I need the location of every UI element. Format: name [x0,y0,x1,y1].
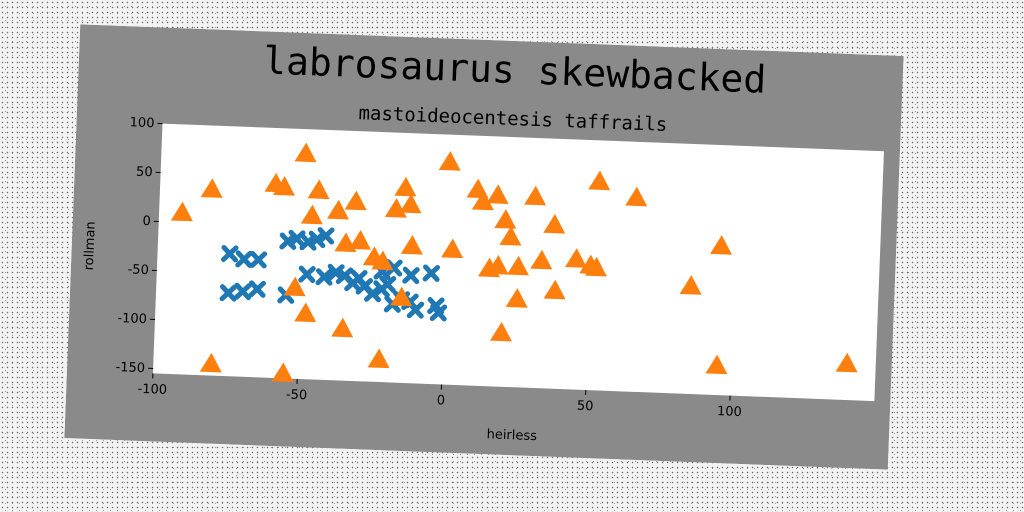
triangle-marker-point [367,348,390,369]
triangle-marker-point [835,352,858,373]
y-tick-label: -50 [127,262,149,278]
triangle-marker-point [710,235,733,255]
x-tick-label: 0 [436,393,445,408]
triangle-marker-point [307,179,330,200]
triangle-marker-point [486,254,509,275]
x-tick-label: -50 [286,388,308,404]
triangle-marker-point [199,352,222,373]
triangle-marker-point [170,201,193,222]
triangle-marker-point [506,255,529,276]
x-tick-label: 50 [577,399,594,415]
triangle-marker-point [331,317,354,338]
x-tick-label: -100 [137,382,167,398]
x-marker-point [364,284,382,303]
triangle-marker-point [200,178,223,198]
triangle-marker-point [625,186,648,207]
triangle-marker-point [283,276,306,297]
triangle-marker-point [438,151,461,171]
x-marker-point [248,280,267,298]
x-axis-label: heirless [486,427,537,444]
x-marker-point [235,250,253,268]
triangle-marker-point [300,204,323,225]
triangle-marker-point [499,226,522,246]
triangle-marker-point [441,238,464,259]
triangle-marker-point [584,256,607,277]
chart-figure: labrosaurus skewbacked mastoideocentesis… [64,24,904,470]
x-tick-label: 100 [717,404,742,420]
triangle-marker-point [505,288,528,308]
triangle-marker-point [273,176,296,196]
chart-svg: labrosaurus skewbacked mastoideocentesis… [64,24,904,470]
x-marker-point [221,244,239,263]
y-tick-label: -100 [117,311,147,327]
y-tick-label: 0 [142,214,151,229]
y-axis-ticks: 100 50 0 -50 -100 -150 [115,115,163,376]
x-marker-point [402,266,420,285]
x-marker-point [317,227,335,245]
triangle-marker-point [543,213,566,234]
triangle-marker-point [530,249,553,270]
triangle-marker-point [705,354,728,375]
triangle-marker-point [471,190,494,211]
triangle-marker-point [271,362,294,383]
triangle-marker-point [390,286,413,307]
triangle-marker-point [294,302,317,323]
triangle-marker-point [394,176,417,197]
triangle-marker-point [524,185,547,206]
triangle-marker-point [565,248,588,268]
triangle-marker-point [348,230,371,250]
y-tick-label: 100 [129,115,154,131]
triangle-marker-point [327,199,350,220]
y-tick-label: 50 [136,165,153,181]
triangle-marker-point [400,234,423,255]
triangle-marker-point [486,184,509,204]
x-marker-point [385,259,403,277]
triangle-marker-point [384,198,407,218]
triangle-marker-point [679,275,702,295]
x-axis-ticks: -100 -50 0 50 100 [137,373,742,420]
triangle-marker-point [543,279,566,300]
triangle-marker-point [371,250,394,271]
y-axis-label: rollman [82,221,99,271]
x-marker-point [422,264,441,282]
triangle-marker-point [489,321,512,342]
triangle-marker-point [588,170,611,191]
y-tick-label: -150 [115,360,145,376]
x-marker-point [378,275,397,294]
triangle-marker-point [294,142,317,163]
triangle-marker-point [399,193,422,214]
triangle-marker-point [494,209,517,229]
x-marker-point [298,265,316,284]
x-marker-point [315,268,333,286]
x-marker-point [249,250,268,269]
x-marker-point [219,284,237,302]
x-marker-point [429,304,448,322]
triangle-marker-point [344,190,367,211]
scatter-points [170,142,858,383]
x-marker-point [234,282,252,301]
